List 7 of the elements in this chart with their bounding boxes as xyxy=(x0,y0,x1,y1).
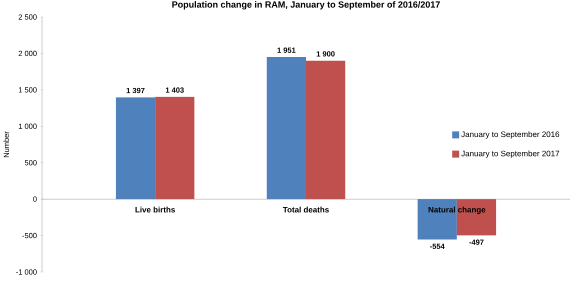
bar xyxy=(116,97,156,200)
bar xyxy=(418,199,457,240)
bar xyxy=(456,199,496,236)
bar xyxy=(306,60,346,200)
bar xyxy=(155,96,194,200)
chart-title: Population change in RAM, January to September of 2016/2017 xyxy=(172,1,440,10)
bar xyxy=(266,56,306,200)
